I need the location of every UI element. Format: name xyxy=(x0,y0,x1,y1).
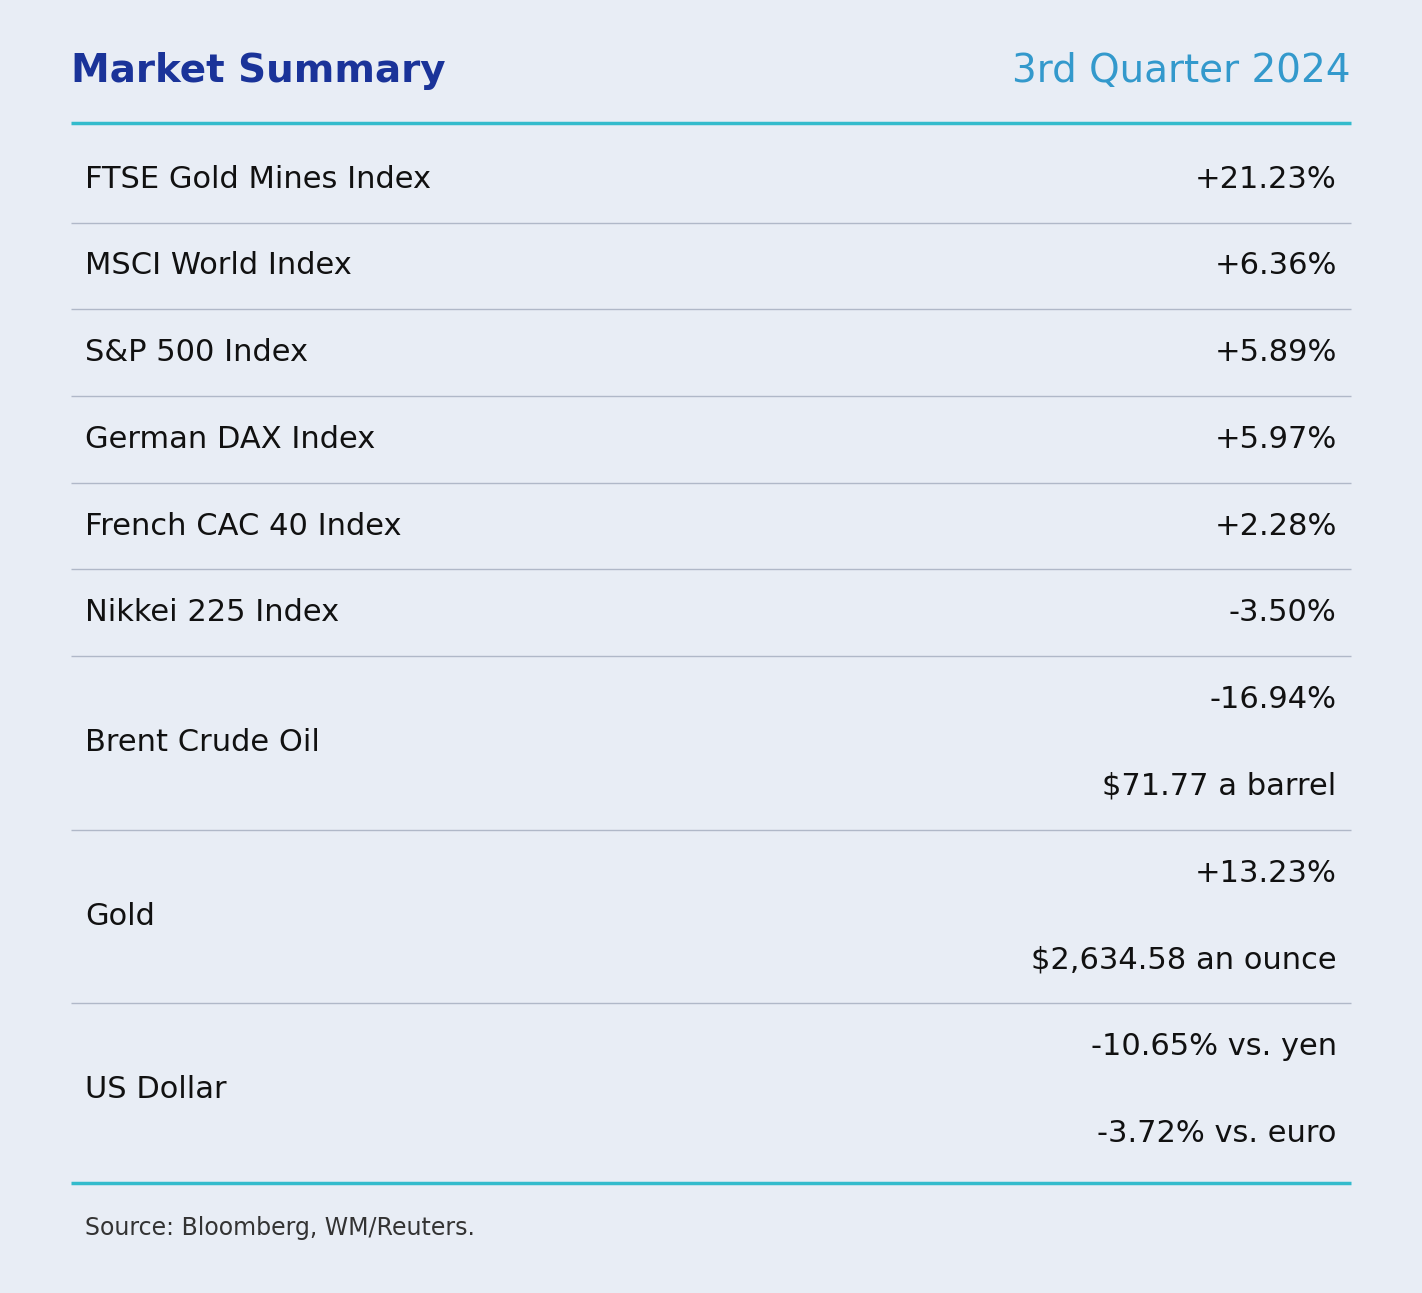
Text: S&P 500 Index: S&P 500 Index xyxy=(85,337,309,367)
Text: FTSE Gold Mines Index: FTSE Gold Mines Index xyxy=(85,164,431,194)
Text: -3.50%: -3.50% xyxy=(1229,599,1337,627)
Text: French CAC 40 Index: French CAC 40 Index xyxy=(85,512,402,540)
Text: $2,634.58 an ounce: $2,634.58 an ounce xyxy=(1031,945,1337,975)
Text: +5.97%: +5.97% xyxy=(1214,425,1337,454)
Text: +13.23%: +13.23% xyxy=(1194,859,1337,887)
Text: +21.23%: +21.23% xyxy=(1194,164,1337,194)
Text: Nikkei 225 Index: Nikkei 225 Index xyxy=(85,599,340,627)
Text: +2.28%: +2.28% xyxy=(1214,512,1337,540)
Text: -16.94%: -16.94% xyxy=(1210,685,1337,714)
Text: +5.89%: +5.89% xyxy=(1214,337,1337,367)
Text: Brent Crude Oil: Brent Crude Oil xyxy=(85,728,320,758)
Text: -3.72% vs. euro: -3.72% vs. euro xyxy=(1098,1118,1337,1148)
Text: US Dollar: US Dollar xyxy=(85,1076,228,1104)
Text: +6.36%: +6.36% xyxy=(1214,251,1337,281)
Text: German DAX Index: German DAX Index xyxy=(85,425,375,454)
Text: Gold: Gold xyxy=(85,903,155,931)
Text: Source: Bloomberg, WM/Reuters.: Source: Bloomberg, WM/Reuters. xyxy=(85,1217,475,1240)
Text: $71.77 a barrel: $71.77 a barrel xyxy=(1102,772,1337,800)
Text: MSCI World Index: MSCI World Index xyxy=(85,251,353,281)
Text: 3rd Quarter 2024: 3rd Quarter 2024 xyxy=(1012,52,1351,91)
Text: -10.65% vs. yen: -10.65% vs. yen xyxy=(1091,1032,1337,1062)
Text: Market Summary: Market Summary xyxy=(71,52,445,91)
